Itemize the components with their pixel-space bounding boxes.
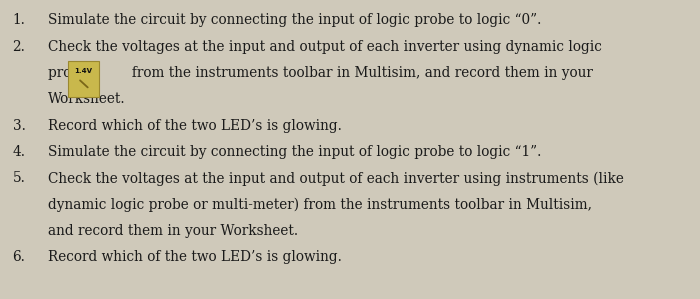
Text: 5.: 5. xyxy=(13,171,25,185)
Text: Check the voltages at the input and output of each inverter using instruments (l: Check the voltages at the input and outp… xyxy=(48,171,624,186)
Text: 4.: 4. xyxy=(13,145,26,159)
FancyArrowPatch shape xyxy=(80,80,88,87)
Text: Record which of the two LED’s is glowing.: Record which of the two LED’s is glowing… xyxy=(48,250,342,264)
Text: 6.: 6. xyxy=(13,250,25,264)
Text: dynamic logic probe or multi-meter) from the instruments toolbar in Multisim,: dynamic logic probe or multi-meter) from… xyxy=(48,198,592,212)
Text: Simulate the circuit by connecting the input of logic probe to logic “0”.: Simulate the circuit by connecting the i… xyxy=(48,13,541,28)
Text: Record which of the two LED’s is glowing.: Record which of the two LED’s is glowing… xyxy=(48,119,342,133)
Text: 2.: 2. xyxy=(13,40,25,54)
Text: 1.: 1. xyxy=(13,13,25,28)
Text: Simulate the circuit by connecting the input of logic probe to logic “1”.: Simulate the circuit by connecting the i… xyxy=(48,145,541,159)
FancyBboxPatch shape xyxy=(68,61,99,97)
Text: 1.4V: 1.4V xyxy=(74,68,92,74)
Text: Check the voltages at the input and output of each inverter using dynamic logic: Check the voltages at the input and outp… xyxy=(48,40,601,54)
Text: and record them in your Worksheet.: and record them in your Worksheet. xyxy=(48,224,298,238)
Text: 3.: 3. xyxy=(13,119,25,133)
Text: probe          from the instruments toolbar in Multisim, and record them in your: probe from the instruments toolbar in Mu… xyxy=(48,66,592,80)
Text: Worksheet.: Worksheet. xyxy=(48,92,125,106)
